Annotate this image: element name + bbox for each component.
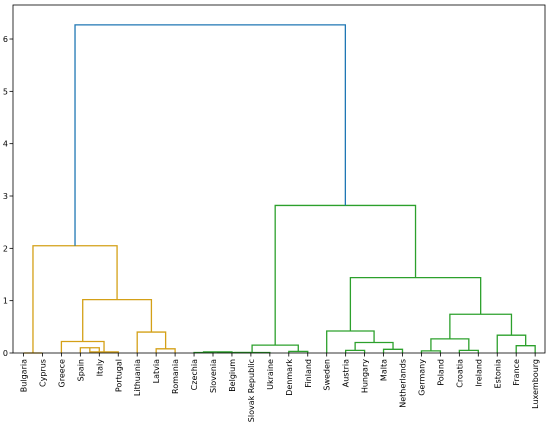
leaf-label: Poland bbox=[436, 359, 445, 386]
leaf-label: France bbox=[512, 359, 521, 386]
y-tick-label: 1 bbox=[3, 297, 8, 306]
dendrogram-link-5 bbox=[136, 331, 167, 353]
dendrogram-link-26 bbox=[74, 24, 347, 246]
leaf-label: Bulgaria bbox=[20, 359, 29, 392]
y-tick-label: 3 bbox=[3, 192, 8, 201]
leaf-label: Lithuania bbox=[133, 359, 142, 396]
leaf-label: Latvia bbox=[152, 359, 161, 383]
leaf-label: Luxembourg bbox=[531, 359, 540, 409]
leaf-label: Sweden bbox=[323, 359, 332, 391]
leaf-label: Hungary bbox=[361, 359, 370, 393]
leaf-label: Czechia bbox=[190, 359, 199, 390]
leaf-label: Italy bbox=[95, 359, 104, 377]
dendrogram-link-7 bbox=[32, 245, 118, 353]
leaf-label: Portugal bbox=[114, 359, 123, 392]
leaf-label: Cyprus bbox=[38, 359, 47, 387]
dendrogram-link-16 bbox=[354, 341, 394, 351]
leaf-label: Finland bbox=[304, 359, 313, 388]
dendrogram-link-4 bbox=[155, 348, 176, 353]
leaf-label: Malta bbox=[380, 359, 389, 381]
leaf-label: Netherlands bbox=[399, 359, 408, 408]
dendrogram-link-21 bbox=[515, 345, 536, 353]
leaf-label: Slovenia bbox=[209, 359, 218, 393]
leaf-label: Slovak Republic bbox=[247, 359, 256, 422]
leaf-label: Ireland bbox=[474, 359, 483, 387]
leaf-label: Denmark bbox=[285, 359, 294, 396]
plot-frame bbox=[12, 4, 546, 354]
y-tick-label: 6 bbox=[3, 35, 8, 44]
leaf-label: Belgium bbox=[228, 359, 237, 392]
leaf-label: Austria bbox=[342, 359, 351, 387]
y-tick-label: 0 bbox=[3, 349, 8, 358]
y-tick-label: 2 bbox=[3, 244, 8, 253]
y-tick-label: 5 bbox=[3, 87, 8, 96]
dendrogram-link-6 bbox=[82, 298, 153, 342]
dendrogram-link-24 bbox=[349, 276, 482, 332]
leaf-label: Greece bbox=[57, 359, 66, 388]
dendrogram-link-22 bbox=[496, 334, 527, 353]
dendrogram-link-18 bbox=[420, 350, 442, 353]
x-axis: Bulgaria Cyprus Greece Spain Italy Portugal Li… bbox=[20, 353, 540, 422]
leaf-label: Germany bbox=[417, 359, 426, 396]
leaf-label: Ukraine bbox=[266, 359, 275, 390]
leaf-label: Spain bbox=[76, 359, 85, 381]
leaf-label: Estonia bbox=[493, 359, 502, 389]
leaf-label: Romania bbox=[171, 359, 180, 394]
dendrogram-link-15 bbox=[382, 348, 404, 353]
dendrogram-link-20 bbox=[430, 338, 470, 351]
y-tick-label: 4 bbox=[3, 140, 8, 149]
y-axis: 0 1 2 3 4 5 6 bbox=[3, 35, 13, 358]
leaf-label: Croatia bbox=[455, 359, 464, 388]
